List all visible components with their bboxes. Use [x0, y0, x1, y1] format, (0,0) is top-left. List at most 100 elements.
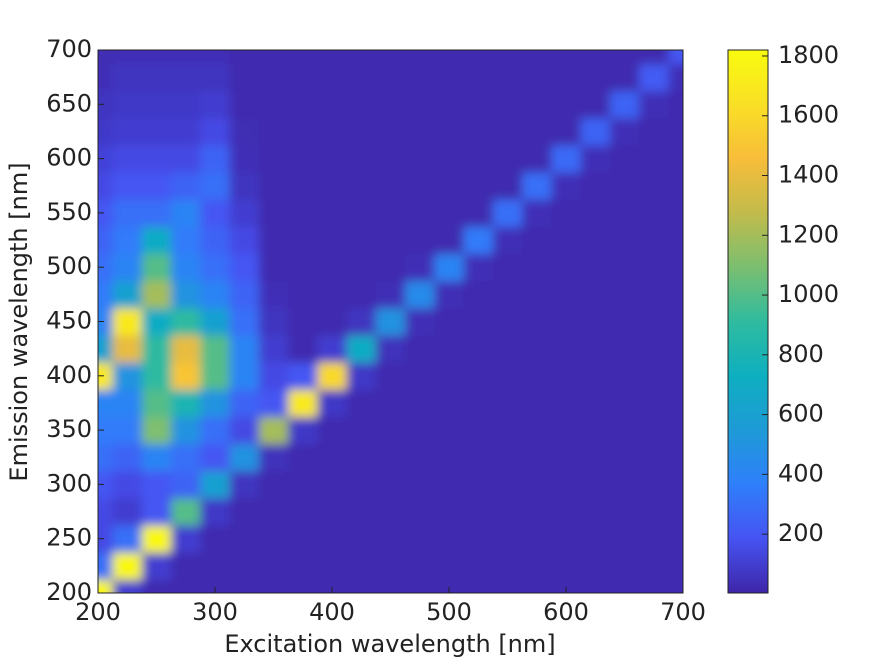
heatmap-cell: [317, 335, 348, 363]
heatmap-cell: [258, 50, 289, 65]
heatmap-cell: [609, 253, 640, 282]
heatmap-cell: [317, 552, 348, 580]
heatmap-cell: [639, 63, 669, 92]
heatmap-cell: [375, 335, 406, 363]
heatmap-cell: [346, 335, 377, 363]
heatmap-cell: [405, 307, 435, 336]
heatmap-cell: [112, 335, 143, 363]
heatmap-cell: [492, 552, 523, 580]
heatmap-cell: [346, 525, 377, 553]
heatmap-cell: [346, 172, 377, 200]
heatmap-cell: [492, 145, 523, 173]
heatmap-cell: [229, 497, 260, 526]
heatmap-cell: [522, 470, 552, 499]
heatmap-cell: [288, 280, 318, 309]
heatmap-cell: [112, 226, 143, 255]
heatmap-cell: [258, 443, 289, 472]
heatmap-cell: [317, 470, 348, 499]
heatmap-cell: [346, 117, 377, 146]
heatmap-cell: [112, 50, 143, 65]
heatmap-cell: [112, 552, 143, 580]
y-tick-label: 250: [46, 524, 92, 552]
heatmap-cell: [375, 525, 406, 553]
heatmap-cell: [405, 416, 435, 445]
heatmap-cell: [229, 443, 260, 472]
heatmap-cell: [668, 497, 683, 526]
heatmap-cell: [639, 497, 669, 526]
heatmap-cell: [229, 50, 260, 65]
y-tick-label: 650: [46, 89, 92, 117]
heatmap-cell: [258, 280, 289, 309]
heatmap-cell: [98, 63, 114, 92]
heatmap-cell: [141, 253, 172, 282]
heatmap-cell: [141, 525, 172, 553]
heatmap-cell: [668, 579, 683, 593]
heatmap-cell: [258, 90, 289, 119]
heatmap-cell: [492, 362, 523, 390]
heatmap-cell: [258, 525, 289, 553]
y-tick-label: 350: [46, 415, 92, 443]
heatmap-cell: [229, 253, 260, 282]
heatmap-cell: [171, 416, 201, 445]
heatmap-cell: [141, 145, 172, 173]
heatmap-cell: [609, 307, 640, 336]
heatmap-cell: [463, 389, 494, 418]
heatmap-cell: [492, 497, 523, 526]
heatmap-cell: [551, 552, 582, 580]
heatmap-cell: [492, 525, 523, 553]
heatmap-cell: [580, 253, 611, 282]
heatmap-cell: [639, 389, 669, 418]
heatmap-cell: [609, 579, 640, 593]
heatmap-cell: [229, 335, 260, 363]
heatmap-cell: [434, 145, 465, 173]
heatmap-cell: [141, 579, 172, 593]
heatmap-cell: [375, 497, 406, 526]
heatmap-cell: [434, 117, 465, 146]
heatmap-cell: [346, 90, 377, 119]
heatmap-cell: [258, 253, 289, 282]
heatmap-cell: [668, 117, 683, 146]
heatmap-cell: [434, 226, 465, 255]
heatmap-cell: [171, 497, 201, 526]
heatmap-cell: [522, 307, 552, 336]
heatmap-cell: [463, 117, 494, 146]
heatmap-cell: [375, 443, 406, 472]
heatmap-cell: [522, 145, 552, 173]
heatmap-cell: [229, 63, 260, 92]
heatmap-cell: [375, 280, 406, 309]
x-axis-label: Excitation wavelength [nm]: [224, 630, 555, 658]
colorbar-tick-label: 1600: [778, 101, 839, 129]
heatmap-cell: [141, 470, 172, 499]
heatmap-cell: [668, 90, 683, 119]
heatmap-cell: [609, 199, 640, 227]
heatmap-cell: [551, 579, 582, 593]
heatmap-cell: [171, 470, 201, 499]
y-axis-label: Emission wavelength [nm]: [5, 162, 33, 481]
heatmap-cell: [639, 172, 669, 200]
heatmap-cell: [258, 362, 289, 390]
heatmap-cell: [522, 552, 552, 580]
heatmap-cell: [522, 199, 552, 227]
heatmap-cell: [492, 226, 523, 255]
heatmap-cell: [141, 280, 172, 309]
heatmap-cell: [639, 226, 669, 255]
heatmap-cell: [551, 389, 582, 418]
heatmap-cell: [98, 90, 114, 119]
heatmap-cell: [609, 90, 640, 119]
heatmap-cell: [346, 416, 377, 445]
heatmap-cell: [141, 117, 172, 146]
heatmap-cell: [522, 335, 552, 363]
heatmap-cell: [171, 579, 201, 593]
heatmap-cell: [463, 416, 494, 445]
heatmap-cell: [375, 307, 406, 336]
heatmap-cell: [551, 443, 582, 472]
heatmap-cell: [405, 579, 435, 593]
heatmap-cell: [405, 90, 435, 119]
heatmap-cell: [346, 50, 377, 65]
heatmap-cell: [98, 199, 114, 227]
heatmap-cell: [463, 552, 494, 580]
heatmap-cell: [317, 63, 348, 92]
heatmap-cell: [141, 90, 172, 119]
heatmap-cell: [141, 443, 172, 472]
y-tick-label: 500: [46, 252, 92, 280]
